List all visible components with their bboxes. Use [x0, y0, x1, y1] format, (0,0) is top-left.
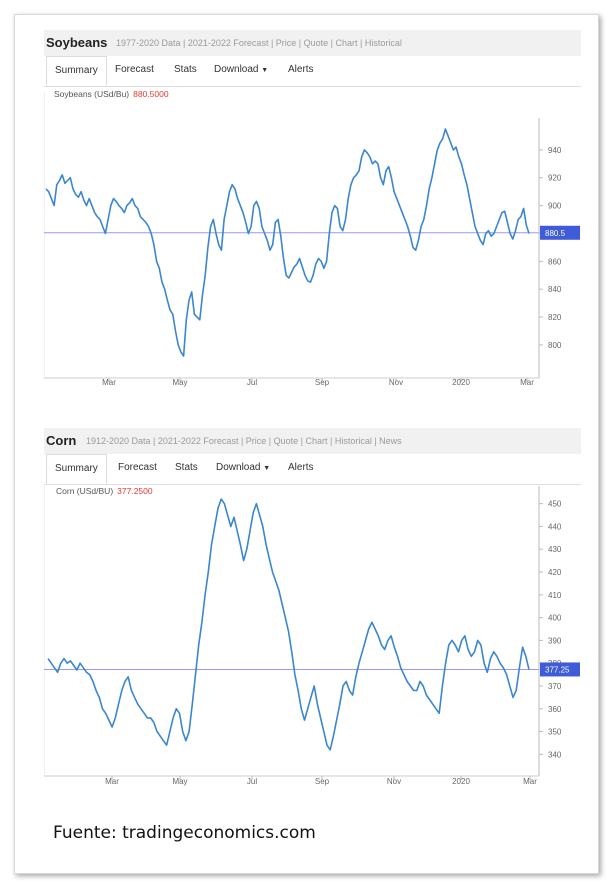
soybeans-chart: 800820840860880900920940MarMayJulSepNov2…: [44, 92, 580, 387]
y-tick-label: 430: [548, 545, 562, 554]
corn-chart: 340350360370380390400410420430440450MarM…: [44, 484, 580, 786]
x-tick-label: May: [172, 378, 187, 387]
x-tick-label: Jul: [247, 777, 257, 786]
y-tick-label: 360: [548, 705, 562, 714]
y-tick-label: 800: [548, 341, 562, 350]
y-tick-label: 390: [548, 636, 562, 645]
header-links[interactable]: 1912-2020 Data | 2021-2022 Forecast | Pr…: [86, 436, 402, 446]
x-tick-label: Nov: [387, 777, 401, 786]
x-tick-label: Mar: [520, 378, 534, 387]
corn-header: Corn 1912-2020 Data | 2021-2022 Forecast…: [44, 428, 581, 454]
legend-label: Soybeans (USd/Bu): [54, 89, 130, 99]
legend-value: 377.2500: [117, 486, 153, 496]
y-tick-label: 860: [548, 257, 562, 266]
x-tick-label: 2020: [452, 777, 470, 786]
tab-forecast[interactable]: Forecast: [115, 64, 154, 75]
y-tick-label: 410: [548, 591, 562, 600]
y-tick-label: 940: [548, 146, 562, 155]
caret-down-icon: ▼: [263, 465, 271, 472]
commodity-title: Corn: [46, 433, 77, 448]
header-links[interactable]: 1977-2020 Data | 2021-2022 Forecast | Pr…: [116, 38, 402, 48]
last-value-label: 880.5: [545, 229, 566, 238]
price-series-line: [45, 128, 530, 357]
y-tick-label: 340: [548, 750, 562, 759]
tab-summary[interactable]: Summary: [46, 454, 107, 484]
x-tick-label: Nov: [389, 378, 403, 387]
legend-label: Corn (USd/BU): [56, 486, 114, 496]
x-tick-label: Sep: [315, 777, 330, 786]
x-tick-label: Sep: [315, 378, 330, 387]
y-tick-label: 820: [548, 313, 562, 322]
y-tick-label: 840: [548, 285, 562, 294]
source-caption: Fuente: tradingeconomics.com: [53, 823, 316, 843]
y-tick-label: 440: [548, 522, 562, 531]
soybeans-panel: Soybeans 1977-2020 Data | 2021-2022 Fore…: [44, 30, 581, 390]
y-tick-label: 400: [548, 614, 562, 623]
commodity-title: Soybeans: [46, 35, 108, 50]
caret-down-icon: ▼: [261, 67, 269, 74]
corn-tabs: Summary Forecast Stats Download ▼ Alerts: [44, 454, 581, 485]
last-value-label-bg: [540, 662, 580, 677]
soybeans-header: Soybeans 1977-2020 Data | 2021-2022 Fore…: [44, 30, 581, 56]
price-series-line: [47, 498, 530, 751]
tab-summary[interactable]: Summary: [46, 56, 107, 86]
chart-legend: Corn (USd/BU) 377.2500: [56, 486, 153, 496]
x-tick-label: Mar: [105, 777, 119, 786]
legend-value: 880.5000: [133, 89, 169, 99]
tab-forecast[interactable]: Forecast: [118, 462, 157, 473]
tab-stats[interactable]: Stats: [174, 64, 197, 75]
last-value-label-bg: [540, 225, 580, 240]
tab-download-label: Download: [214, 64, 259, 75]
y-tick-label: 900: [548, 202, 562, 211]
y-tick-label: 450: [548, 500, 562, 509]
y-tick-label: 920: [548, 174, 562, 183]
x-tick-label: 2020: [452, 378, 470, 387]
tab-stats[interactable]: Stats: [175, 462, 198, 473]
last-value-label: 377.25: [545, 665, 570, 674]
y-tick-label: 350: [548, 728, 562, 737]
tab-download[interactable]: Download ▼: [214, 64, 268, 75]
x-tick-label: Jul: [247, 378, 257, 387]
y-tick-label: 370: [548, 682, 562, 691]
soybeans-tabs: Summary Forecast Stats Download ▼ Alerts: [44, 56, 581, 87]
corn-panel: Corn 1912-2020 Data | 2021-2022 Forecast…: [44, 428, 581, 790]
tab-alerts[interactable]: Alerts: [288, 64, 314, 75]
x-tick-label: Mar: [523, 777, 537, 786]
y-tick-label: 420: [548, 568, 562, 577]
tab-download[interactable]: Download ▼: [216, 462, 270, 473]
x-tick-label: Mar: [102, 378, 116, 387]
tab-alerts[interactable]: Alerts: [288, 462, 314, 473]
x-tick-label: May: [172, 777, 187, 786]
chart-legend: Soybeans (USd/Bu) 880.5000: [54, 89, 169, 99]
tab-download-label: Download: [216, 462, 261, 473]
